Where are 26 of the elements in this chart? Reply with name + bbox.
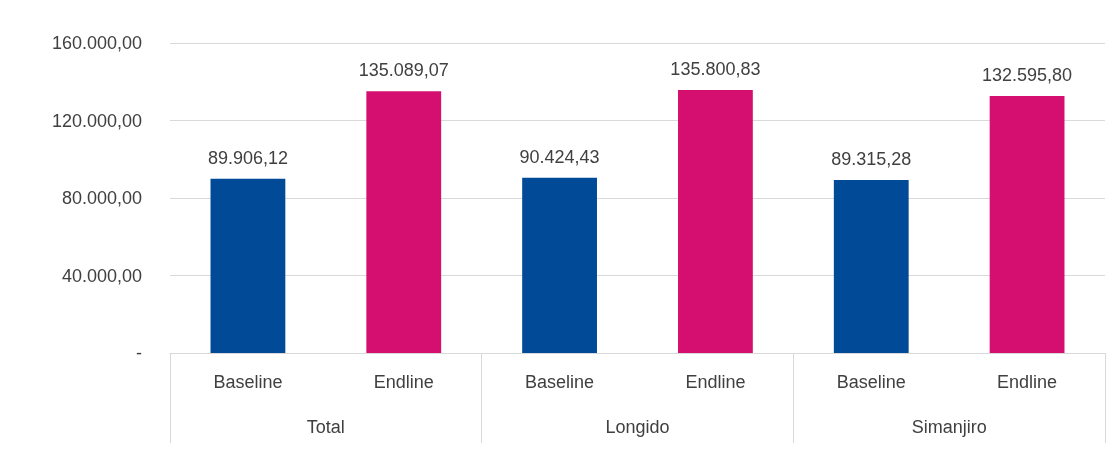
bar xyxy=(522,177,597,353)
bar xyxy=(678,89,753,353)
bar xyxy=(366,91,442,353)
data-label: 89.315,28 xyxy=(831,148,912,169)
data-label: 135.089,07 xyxy=(358,60,449,81)
x-tick-label: Baseline xyxy=(836,372,906,392)
data-label: 90.424,43 xyxy=(519,146,600,167)
data-label: 132.595,80 xyxy=(982,65,1073,86)
text: Longido xyxy=(605,417,670,437)
x-tick-label: Endline xyxy=(373,372,434,392)
text: Total xyxy=(306,417,345,437)
y-tick-label: 120.000,00 xyxy=(51,110,142,131)
y-tick-label: 40.000,00 xyxy=(61,265,142,286)
x-tick-label: Endline xyxy=(685,372,746,392)
bar xyxy=(989,96,1065,353)
bar xyxy=(210,178,286,353)
data-label: 135.800,83 xyxy=(670,58,761,79)
y-tick-label: - xyxy=(136,343,142,363)
bar xyxy=(833,179,909,353)
y-tick-label: 160.000,00 xyxy=(51,33,142,53)
data-label: 89.906,12 xyxy=(207,147,288,168)
x-tick-label: Endline xyxy=(997,372,1058,392)
x-tick-label: Baseline xyxy=(525,372,595,392)
x-tick-label: Baseline xyxy=(213,372,283,392)
y-tick-label: 80.000,00 xyxy=(61,188,142,208)
text: Simanjiro xyxy=(911,417,987,437)
